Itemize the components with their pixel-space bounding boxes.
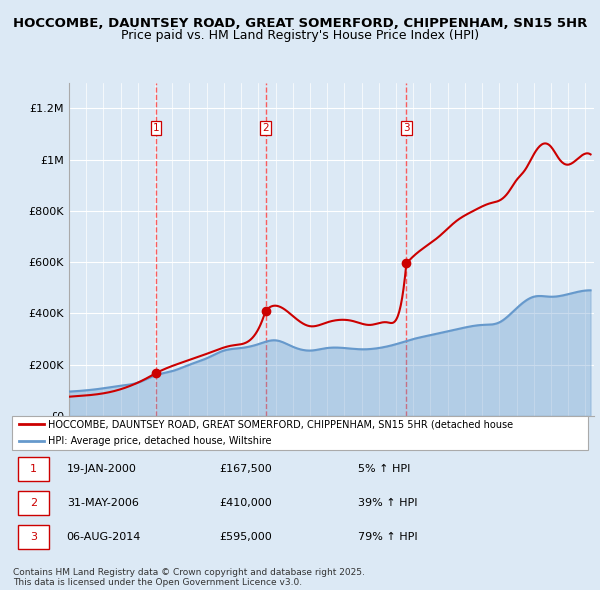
FancyBboxPatch shape [18,491,49,515]
Text: £167,500: £167,500 [220,464,272,474]
Text: £410,000: £410,000 [220,498,272,508]
Text: 2: 2 [262,123,269,133]
FancyBboxPatch shape [18,525,49,549]
Text: 79% ↑ HPI: 79% ↑ HPI [358,532,417,542]
Text: 5% ↑ HPI: 5% ↑ HPI [358,464,410,474]
Text: 31-MAY-2006: 31-MAY-2006 [67,498,139,508]
Text: Contains HM Land Registry data © Crown copyright and database right 2025.
This d: Contains HM Land Registry data © Crown c… [13,568,365,587]
Text: 3: 3 [30,532,37,542]
Text: 39% ↑ HPI: 39% ↑ HPI [358,498,417,508]
Text: 2: 2 [30,498,37,508]
Text: HOCCOMBE, DAUNTSEY ROAD, GREAT SOMERFORD, CHIPPENHAM, SN15 5HR: HOCCOMBE, DAUNTSEY ROAD, GREAT SOMERFORD… [13,17,587,30]
FancyBboxPatch shape [12,416,588,450]
Text: 1: 1 [30,464,37,474]
Text: 19-JAN-2000: 19-JAN-2000 [67,464,137,474]
Text: HPI: Average price, detached house, Wiltshire: HPI: Average price, detached house, Wilt… [48,436,271,446]
Text: Price paid vs. HM Land Registry's House Price Index (HPI): Price paid vs. HM Land Registry's House … [121,30,479,42]
FancyBboxPatch shape [18,457,49,481]
Text: 06-AUG-2014: 06-AUG-2014 [67,532,141,542]
Text: 1: 1 [152,123,159,133]
Text: £595,000: £595,000 [220,532,272,542]
Text: HOCCOMBE, DAUNTSEY ROAD, GREAT SOMERFORD, CHIPPENHAM, SN15 5HR (detached house: HOCCOMBE, DAUNTSEY ROAD, GREAT SOMERFORD… [48,419,513,430]
Text: 3: 3 [403,123,410,133]
